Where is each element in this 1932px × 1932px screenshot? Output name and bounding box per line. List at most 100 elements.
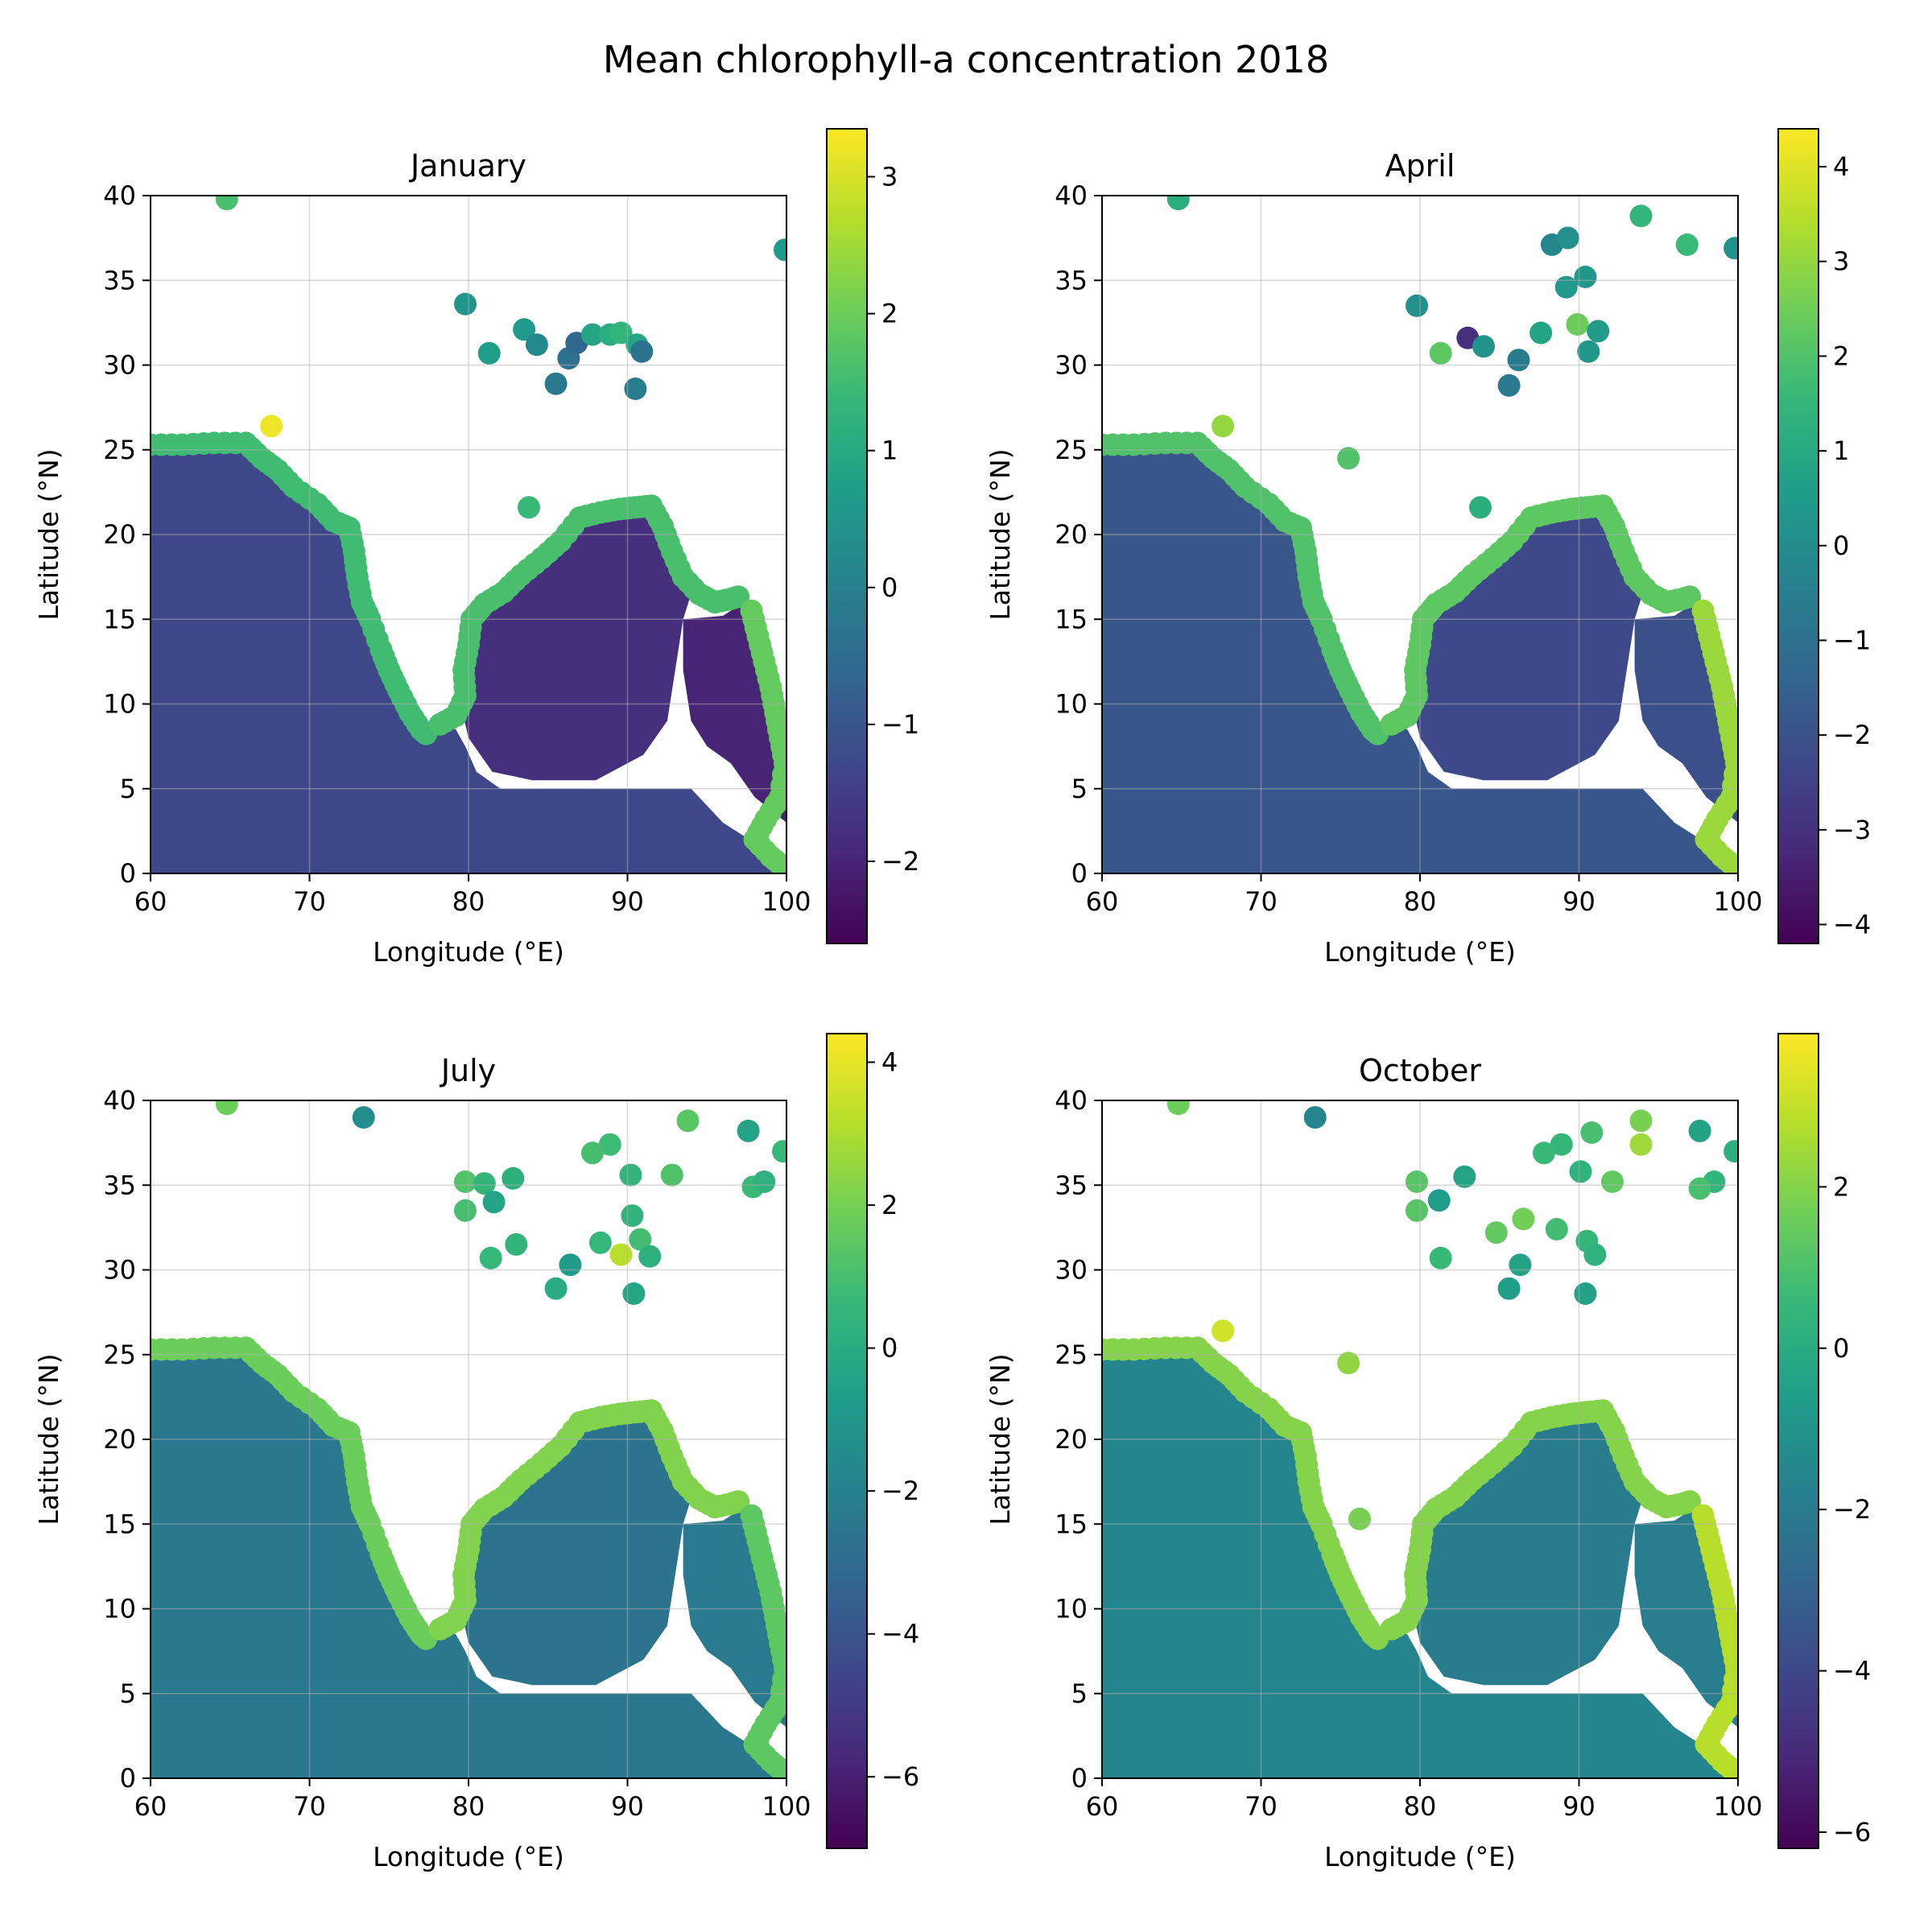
x-tick-label: 60 [1086,1791,1119,1822]
data-point [1453,1165,1476,1188]
colorbar-tick-label: −1 [881,709,919,740]
data-point [1507,349,1530,372]
data-point [660,1163,683,1187]
ocean-field-bay-of-bengal [1412,1414,1643,1686]
data-point [482,1191,506,1214]
x-tick-label: 90 [611,886,644,917]
data-point [598,1133,621,1156]
coastal-point [1678,585,1702,609]
data-point [1688,1177,1711,1200]
subplot-title: October [1359,1053,1481,1088]
x-tick-label: 80 [1404,1791,1437,1822]
data-point [513,318,536,341]
data-point [1484,1221,1508,1245]
data-point [544,1277,568,1300]
data-point [215,196,238,211]
coastal-band-east [740,1504,786,1778]
data-point [215,1100,238,1116]
data-point [1406,294,1428,317]
y-tick-label: 35 [103,1170,136,1200]
coastal-band-bengal [1380,494,1702,736]
y-tick-label: 20 [103,1424,136,1455]
y-tick-label: 40 [1055,1085,1088,1116]
y-tick-label: 15 [1055,604,1088,634]
coastal-point [1719,852,1738,873]
coastal-point [727,1490,750,1513]
x-tick-label: 90 [1563,886,1596,917]
data-point [619,1163,642,1187]
data-point [454,292,477,316]
data-point [1166,1100,1190,1116]
x-tick-label: 70 [293,1791,326,1822]
x-axis-label: Longitude (°E) [1324,936,1516,968]
data-point [1583,1243,1607,1266]
x-axis-label: Longitude (°E) [373,1841,564,1872]
data-point [454,1170,477,1193]
data-point [581,1141,604,1165]
coastal-band-bengal [428,494,750,736]
data-point [1212,1319,1235,1343]
colorbar-tick-label: −4 [881,1619,919,1649]
coastal-point [1678,1490,1702,1513]
y-tick-label: 30 [103,350,136,381]
data-point [477,341,501,365]
y-tick-label: 35 [103,265,136,295]
y-tick-label: 25 [103,1340,136,1370]
data-point [1629,204,1653,228]
data-point [1427,1189,1451,1212]
subplot-title: July [440,1053,496,1088]
data-point [1429,1246,1452,1269]
colorbar-tick-label: −3 [1833,815,1871,845]
colorbar-tick-label: 2 [1833,1171,1849,1202]
x-tick-label: 70 [1245,886,1278,917]
data-point [1348,1507,1371,1530]
y-axis-label: Latitude (°N) [985,1353,1016,1525]
data-point [1166,196,1190,211]
data-point [1337,447,1360,470]
coastal-band-east [1691,599,1738,873]
data-point [1574,266,1597,288]
data-point [1629,1109,1653,1133]
colorbar-gradient [1777,128,1819,944]
colorbar-tick-label: 4 [881,1047,898,1078]
x-axis-label: Longitude (°E) [1324,1841,1516,1872]
data-point [624,378,647,400]
x-axis-label: Longitude (°E) [373,936,564,968]
data-point [581,323,604,346]
data-point [1554,275,1578,299]
data-point [1688,1119,1711,1142]
colorbar-tick-label: 1 [881,436,898,466]
x-tick-label: 100 [1713,886,1762,917]
subplot-july: 60 70 80 90 1000510152025303540JulyLongitude… [33,1033,919,1872]
y-tick-label: 15 [103,1509,136,1539]
y-axis-label: Latitude (°N) [33,1353,64,1525]
y-tick-label: 5 [120,1678,136,1709]
y-tick-label: 15 [103,604,136,634]
data-point [1556,226,1579,250]
y-tick-label: 25 [1055,435,1088,465]
data-point [1429,341,1452,365]
colorbar-tick-label: 0 [1833,1333,1849,1364]
y-axis-label: Latitude (°N) [33,448,64,620]
colorbar-tick-label: 0 [1833,530,1849,561]
colorbar-tick-label: −4 [1833,1656,1871,1686]
data-point [638,1245,662,1268]
y-tick-label: 35 [1055,265,1088,295]
y-tick-label: 25 [103,435,136,465]
x-tick-label: 60 [1086,886,1119,917]
data-point [1533,1141,1555,1165]
y-tick-label: 10 [103,689,136,720]
y-tick-label: 0 [1071,858,1088,889]
y-tick-label: 30 [1055,350,1088,381]
colorbar-tick-label: 3 [881,162,898,192]
data-point [609,321,633,345]
data-point [588,1231,612,1254]
colorbar-tick-label: 4 [1833,151,1849,182]
subplot-april: 60 70 80 90 1000510152025303540AprilLongitud… [985,128,1871,968]
data-point [260,415,283,438]
colorbar-tick-label: 0 [881,1333,898,1364]
data-point [1472,335,1495,358]
colorbar-tick-label: −6 [881,1761,919,1792]
x-tick-label: 80 [1404,886,1437,917]
data-point [1569,1160,1592,1183]
